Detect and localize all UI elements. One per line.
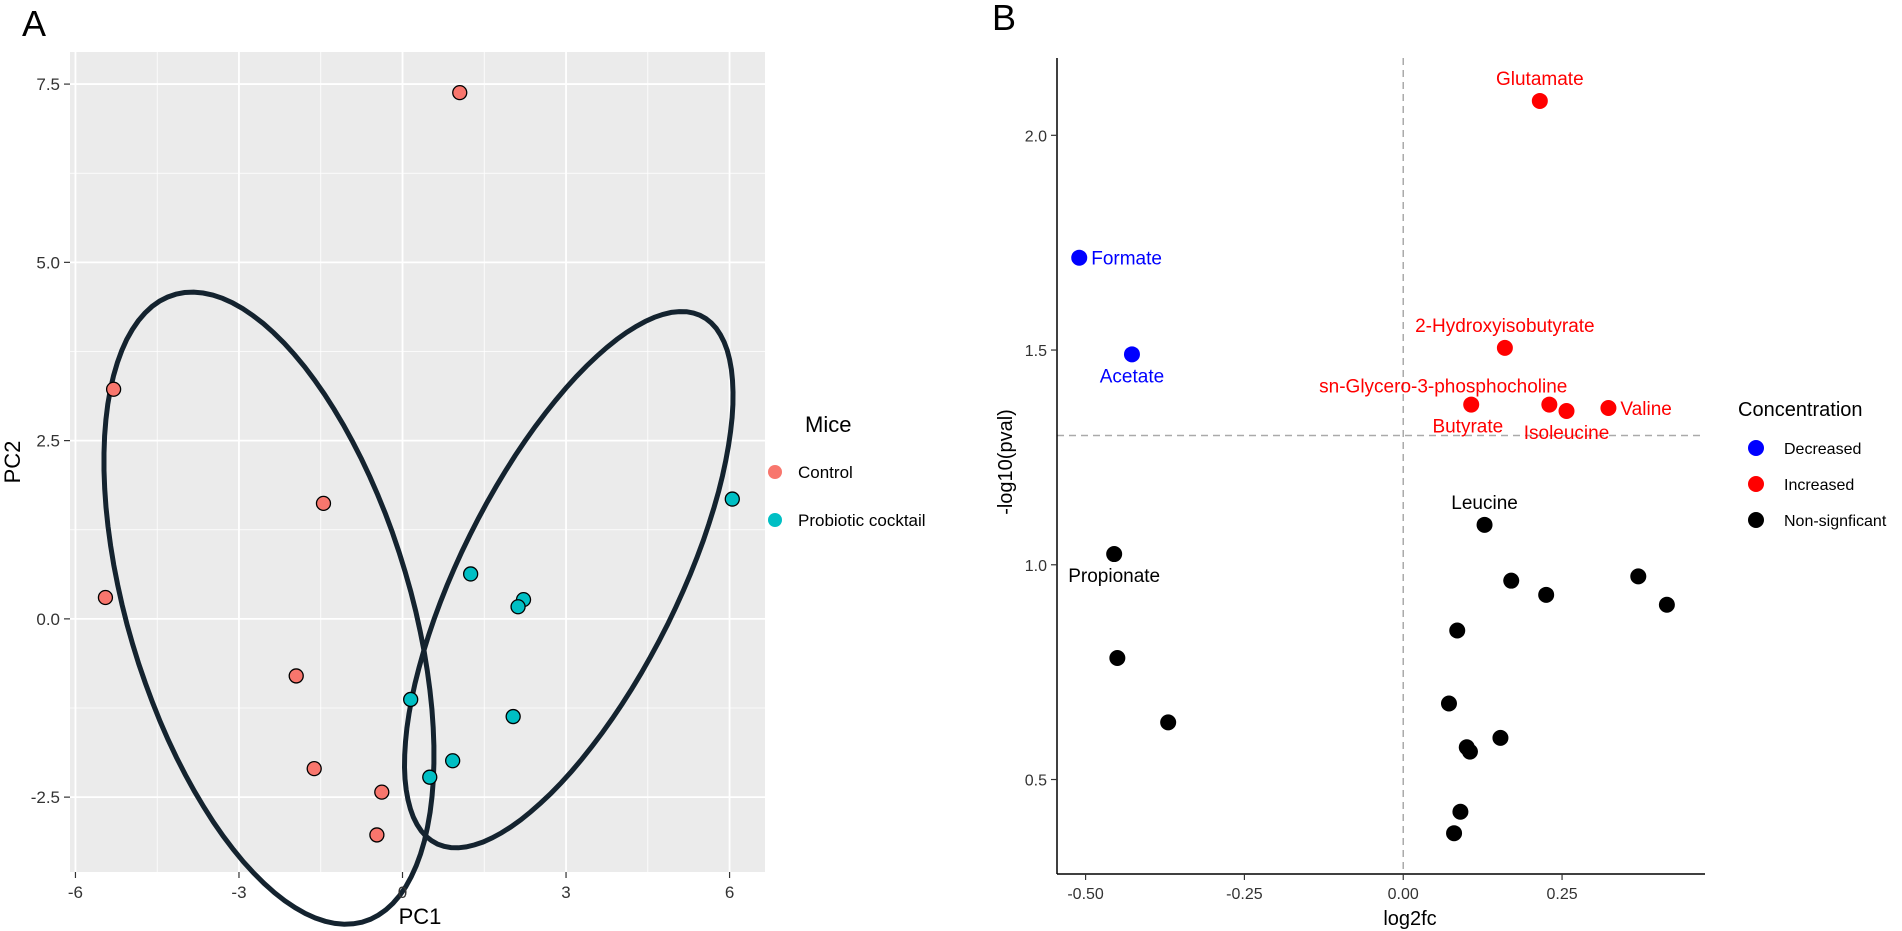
legend-title: Concentration: [1738, 399, 1863, 421]
point-control: [105, 381, 122, 397]
panel-a-points: [97, 84, 740, 843]
panel-a: A -6 -3 0 3 6 -2.5 0.0 2.5 5.0 7.5 PC1 PC2 Mice Co…: [0, 3, 926, 929]
panel-a-y-axis-title: PC2: [0, 441, 25, 484]
annotation-valine: Valine: [1620, 399, 1671, 420]
point-decreased: [1071, 249, 1088, 266]
y-tick-label: 1.0: [1025, 558, 1047, 575]
y-tick-label: 5.0: [36, 253, 60, 272]
panel-b-points: [1071, 92, 1675, 842]
point-control: [288, 668, 304, 684]
point-probiotic-cocktail: [422, 769, 438, 785]
point-control: [452, 84, 468, 101]
annotation-propionate: Propionate: [1068, 566, 1160, 587]
x-tick-label: 3: [561, 883, 570, 902]
x-tick-label: -6: [68, 883, 83, 902]
x-tick-label: 6: [725, 883, 734, 902]
point-probiotic-cocktail: [462, 566, 479, 582]
point-non-signficant: [1461, 743, 1478, 760]
point-control: [374, 784, 390, 800]
legend-key-increased: [1748, 476, 1764, 492]
y-tick-label: 0.5: [1025, 773, 1047, 790]
point-non-signficant: [1160, 714, 1177, 731]
panel-b-threshold-lines: [1057, 58, 1705, 874]
point-probiotic-cocktail: [403, 691, 419, 708]
x-tick-label: -0.25: [1226, 886, 1263, 903]
y-tick-label: 7.5: [36, 75, 60, 94]
point-non-signficant: [1440, 695, 1457, 712]
point-increased: [1558, 403, 1575, 420]
legend-key-probiotic-cocktail: [768, 513, 782, 527]
point-increased: [1463, 396, 1480, 413]
x-tick-label: 0.25: [1546, 886, 1577, 903]
panel-b: B -0.50 -0.25 0.00 0.25 0.5 1.0 1.5 2.0 Glutama…: [992, 0, 1887, 930]
panel-a-plot-background: [70, 52, 765, 872]
point-increased: [1541, 396, 1558, 413]
y-tick-label: 2.5: [36, 432, 60, 451]
legend-key-control: [768, 465, 782, 479]
point-non-signficant: [1630, 568, 1647, 585]
panel-b-label: B: [992, 0, 1016, 38]
x-tick-label: -0.50: [1067, 886, 1104, 903]
annotation-sn-glycero-3-phosphocholine: sn-Glycero-3-phosphocholine: [1319, 377, 1567, 398]
legend-label-non-signficant: Non-signficant: [1784, 513, 1887, 530]
legend-title: Mice: [805, 412, 851, 437]
point-increased: [1531, 92, 1548, 109]
panel-a-ticks: -6 -3 0 3 6 -2.5 0.0 2.5 5.0 7.5: [31, 75, 735, 902]
panel-b-x-axis-title: log2fc: [1383, 908, 1436, 930]
point-non-signficant: [1492, 729, 1509, 746]
x-tick-label: 0.00: [1388, 886, 1419, 903]
point-non-signficant: [1658, 596, 1675, 613]
panel-a-legend: Mice Control Probiotic cocktail: [768, 412, 926, 530]
panel-b-axes: [1056, 58, 1705, 875]
point-increased: [1600, 400, 1617, 417]
legend-key-non-signficant: [1748, 512, 1764, 528]
point-control: [97, 589, 114, 606]
y-tick-label: 0.0: [36, 610, 60, 629]
legend-label-control: Control: [798, 463, 853, 482]
point-non-signficant: [1446, 825, 1463, 842]
y-tick-label: -2.5: [31, 788, 60, 807]
y-tick-label: 1.5: [1025, 343, 1047, 360]
legend-key-decreased: [1748, 440, 1764, 456]
point-control: [306, 760, 322, 777]
panel-a-x-axis-title: PC1: [399, 904, 442, 929]
annotation-isoleucine: Isoleucine: [1524, 423, 1610, 444]
point-control: [315, 495, 332, 512]
point-probiotic-cocktail: [505, 708, 521, 725]
legend-label-increased: Increased: [1784, 477, 1854, 494]
point-non-signficant: [1106, 546, 1123, 563]
annotation-glutamate: Glutamate: [1496, 69, 1584, 90]
x-tick-label: 0: [398, 883, 407, 902]
legend-label-probiotic-cocktail: Probiotic cocktail: [798, 511, 926, 530]
panel-b-legend: Concentration Decreased Increased Non-signf…: [1738, 399, 1887, 530]
point-decreased: [1123, 346, 1140, 363]
point-non-signficant: [1452, 803, 1469, 820]
annotation-formate: Formate: [1091, 249, 1162, 270]
panel-b-y-axis-title: -log10(pval): [995, 409, 1017, 515]
legend-label-decreased: Decreased: [1784, 441, 1861, 458]
x-tick-label: -3: [231, 883, 246, 902]
annotation-butyrate: Butyrate: [1432, 417, 1503, 438]
point-probiotic-cocktail: [445, 753, 461, 769]
panel-b-annotations: Glutamate Formate 2-Hydroxyisobutyrate Acet…: [1068, 69, 1672, 587]
point-probiotic-cocktail: [724, 491, 740, 507]
point-non-signficant: [1503, 572, 1520, 589]
point-non-signficant: [1449, 622, 1466, 639]
panel-a-label: A: [22, 3, 46, 44]
y-tick-label: 2.0: [1025, 128, 1047, 145]
point-increased: [1496, 339, 1513, 356]
point-non-signficant: [1109, 649, 1126, 666]
annotation-leucine: Leucine: [1451, 493, 1518, 514]
panel-a-confidence-ellipses: [101, 289, 736, 927]
point-control: [369, 827, 385, 843]
annotation-2-hydroxyisobutyrate: 2-Hydroxyisobutyrate: [1415, 316, 1595, 337]
point-non-signficant: [1538, 586, 1555, 603]
point-probiotic-cocktail: [510, 599, 526, 615]
ellipse-probiotic-cocktail: [401, 309, 736, 851]
panel-b-ticks: -0.50 -0.25 0.00 0.25 0.5 1.0 1.5 2.0: [1025, 128, 1578, 903]
point-non-signficant: [1476, 516, 1493, 533]
annotation-acetate: Acetate: [1100, 366, 1164, 387]
